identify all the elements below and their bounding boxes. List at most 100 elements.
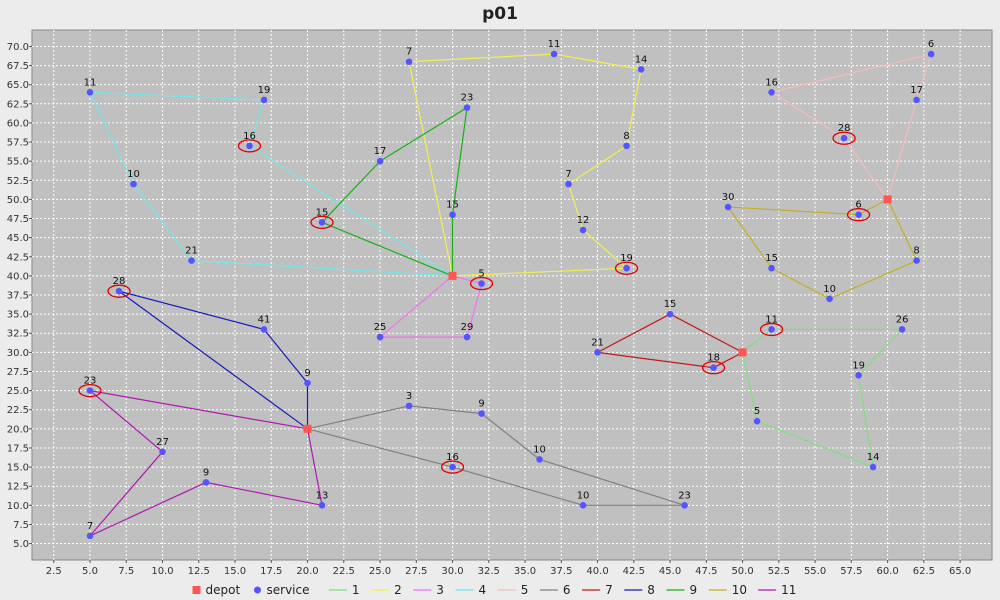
- service-point: [768, 89, 775, 96]
- service-point-label: 28: [113, 276, 126, 287]
- gridlines: [32, 30, 992, 560]
- service-point-label: 11: [84, 77, 97, 88]
- depot-point: [738, 348, 747, 357]
- service-point-label: 23: [84, 376, 97, 387]
- service-point-label: 26: [896, 314, 909, 325]
- highlight-ring: [469, 276, 494, 291]
- y-tick-label: 40.0: [7, 271, 29, 282]
- y-tick-label: 25.0: [7, 386, 29, 397]
- service-point-label: 9: [304, 368, 310, 379]
- service-point: [86, 387, 94, 394]
- legend-item-route-1: 1: [328, 583, 360, 597]
- service-point-label: 9: [478, 399, 484, 410]
- legend-item-route-6: 6: [539, 583, 571, 597]
- y-tick-label: 30.0: [7, 348, 29, 359]
- service-point: [260, 96, 268, 104]
- service-point-label: 16: [446, 452, 459, 463]
- highlight-ring: [107, 284, 131, 298]
- service-point: [565, 180, 572, 188]
- legend-item-depot: depot: [192, 583, 241, 597]
- service-point: [260, 326, 268, 333]
- y-tick-label: 35.0: [7, 310, 29, 321]
- service-point-label: 7: [87, 521, 93, 532]
- y-tick-label: 42.5: [7, 252, 29, 263]
- service-point: [376, 333, 384, 341]
- service-point-label: 8: [913, 246, 919, 257]
- highlight-rings: [78, 131, 871, 474]
- service-point: [724, 203, 732, 211]
- service-point-label: 19: [620, 253, 633, 264]
- highlight-ring: [440, 460, 465, 474]
- service-point: [927, 50, 935, 58]
- legend-label: 7: [605, 583, 613, 597]
- service-point-label: 12: [577, 215, 590, 226]
- x-tick-label: 62.5: [913, 566, 935, 577]
- service-point: [623, 264, 630, 272]
- y-tick-label: 65.0: [7, 80, 29, 91]
- service-point: [594, 349, 601, 356]
- service-point-label: 19: [258, 85, 271, 96]
- service-point-label: 14: [867, 452, 880, 463]
- service-point: [202, 479, 210, 486]
- x-tick-label: 27.5: [405, 566, 427, 577]
- depot-points: [303, 195, 892, 433]
- service-point-label: 17: [374, 146, 387, 157]
- x-tick-label: 5.0: [82, 566, 98, 577]
- service-point-label: 8: [623, 131, 629, 142]
- service-point: [855, 372, 862, 379]
- route-5-line: [770, 53, 932, 200]
- service-point-label: 5: [478, 269, 484, 280]
- service-point: [637, 66, 645, 73]
- service-point-label: 7: [406, 47, 412, 58]
- service-point: [130, 180, 137, 188]
- y-axis-ticks: 5.0 7.5 10.0 12.5 15.0 17.5 20.0 22.5 25.0 27.5 30…: [7, 42, 32, 550]
- service-point: [463, 104, 471, 111]
- service-point-label: 10: [127, 169, 140, 180]
- service-point-label: 15: [765, 253, 778, 264]
- service-point-label: 6: [855, 200, 861, 211]
- service-point: [86, 532, 94, 540]
- y-tick-label: 52.5: [7, 176, 29, 187]
- service-point-label: 10: [577, 490, 590, 501]
- service-point-label: 11: [765, 314, 778, 325]
- service-point-label: 16: [243, 131, 256, 142]
- x-tick-label: 50.0: [731, 566, 753, 577]
- service-point: [681, 502, 688, 509]
- legend-label: service: [267, 583, 310, 597]
- x-tick-label: 55.0: [804, 566, 826, 577]
- service-point: [449, 211, 456, 218]
- service-point: [159, 448, 166, 456]
- service-point: [869, 463, 877, 471]
- depot-point: [448, 271, 457, 280]
- legend-item-service: service: [254, 583, 309, 597]
- x-tick-label: 22.5: [333, 566, 355, 577]
- service-point: [623, 142, 630, 150]
- y-tick-label: 37.5: [7, 291, 29, 302]
- legend-label: 2: [394, 583, 402, 597]
- x-tick-label: 52.5: [768, 566, 790, 577]
- y-tick-label: 22.5: [7, 405, 29, 416]
- service-point-label: 15: [316, 207, 329, 218]
- service-point-label: 19: [852, 360, 865, 371]
- x-tick-label: 57.5: [840, 566, 862, 577]
- legend-item-route-9: 9: [666, 583, 698, 597]
- x-tick-label: 65.0: [949, 566, 971, 577]
- service-point-label: 7: [565, 169, 571, 180]
- service-point: [478, 280, 485, 287]
- service-point: [913, 257, 920, 264]
- x-tick-label: 15.0: [224, 566, 246, 577]
- service-point: [376, 157, 384, 165]
- route-6-line: [307, 405, 685, 506]
- legend-label: depot: [206, 583, 241, 597]
- legend-label: 9: [690, 583, 698, 597]
- x-tick-label: 12.5: [188, 566, 210, 577]
- legend-item-route-10: 10: [708, 583, 747, 597]
- y-tick-label: 70.0: [7, 42, 29, 53]
- service-point: [188, 257, 195, 264]
- service-point-label: 41: [258, 314, 271, 325]
- service-point-label: 3: [406, 391, 412, 402]
- service-point: [318, 219, 326, 226]
- service-point-label: 17: [910, 85, 923, 96]
- service-point: [579, 226, 587, 234]
- service-point: [405, 58, 413, 66]
